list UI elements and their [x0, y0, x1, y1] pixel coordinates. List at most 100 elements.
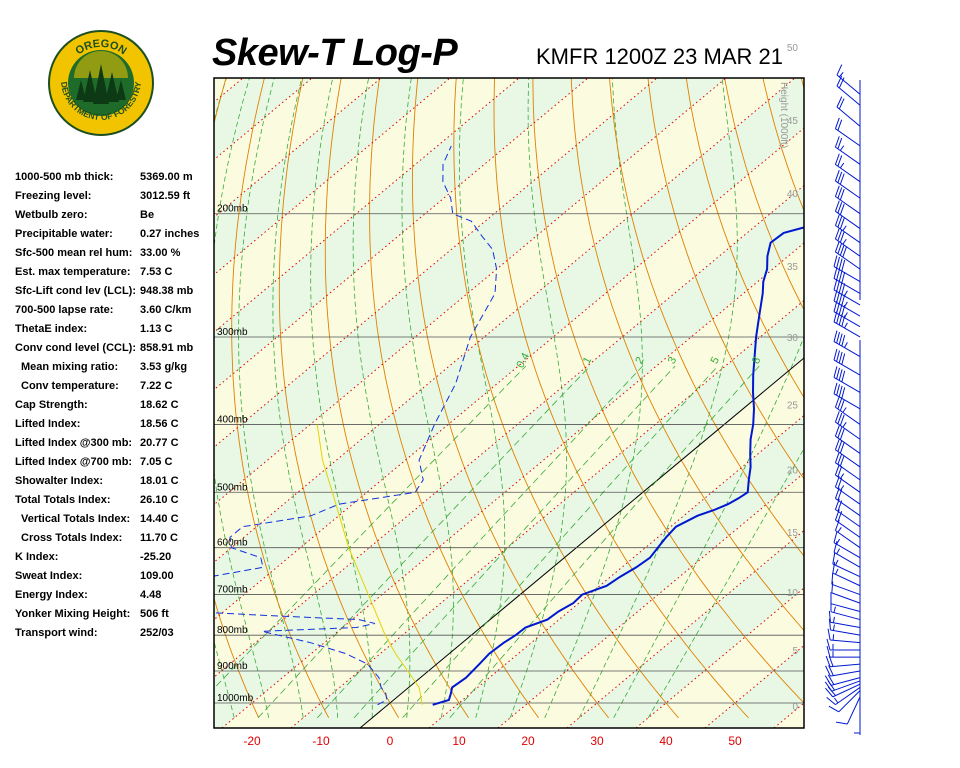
wind-barb-flag	[837, 171, 843, 183]
wind-barb-flag	[841, 370, 846, 383]
moist-adiabat	[310, 78, 373, 718]
wind-barb-flag	[834, 117, 840, 129]
wind-barb	[826, 646, 860, 658]
index-row: Lifted Index @300 mb: 20.77 C	[15, 434, 215, 453]
wind-barb-flag	[839, 203, 845, 215]
x-tick-label: 0	[387, 734, 394, 748]
index-row: Sweat Index: 109.00	[15, 567, 215, 586]
index-label: Vertical Totals Index:	[21, 513, 131, 525]
dry-adiabat	[647, 78, 804, 480]
index-value: 33.00 %	[140, 247, 181, 259]
wind-barb-flag	[828, 618, 831, 630]
wind-barb-shaft	[835, 462, 861, 481]
index-row: Conv temperature: 7.22 C	[15, 377, 215, 396]
index-row: Transport wind: 252/03	[15, 624, 215, 643]
index-value: 3.53 g/kg	[140, 361, 188, 373]
wind-barb-shaft	[835, 251, 861, 270]
isotherm	[214, 78, 796, 563]
wind-barb-flag	[834, 185, 840, 197]
wind-barb	[834, 214, 861, 244]
index-label: Est. max temperature:	[15, 266, 131, 278]
wind-barb-half-flag	[842, 422, 847, 428]
wind-barb	[833, 267, 861, 294]
wind-barb	[831, 581, 861, 604]
dry-adiabat	[324, 78, 469, 719]
wind-barb-flag	[834, 476, 840, 488]
wind-barb-flag	[837, 242, 843, 254]
wind-barb-flag	[839, 189, 845, 201]
index-value: 3.60 C/km	[140, 304, 192, 316]
wind-barb-flag	[836, 256, 841, 269]
wind-barb-flag	[839, 231, 845, 243]
wind-barb-flag	[833, 330, 838, 342]
height-tick-label: 40	[787, 189, 799, 200]
index-value: 252/03	[140, 627, 174, 639]
wind-barb-flag	[838, 281, 843, 294]
wind-barb-flag	[837, 453, 843, 465]
wind-barb-flag	[824, 681, 833, 692]
pressure-label: 1000mb	[217, 693, 254, 704]
wind-barb-flag	[833, 255, 838, 267]
index-value: 14.40 C	[140, 513, 179, 525]
wind-barb-shaft	[835, 210, 861, 229]
isotherm	[214, 78, 451, 276]
height-tick-label: 20	[787, 466, 799, 477]
moist-adiabat	[272, 78, 339, 718]
wind-barb-shaft	[835, 196, 861, 215]
wind-barb	[836, 96, 861, 127]
mixing-ratio-line	[353, 365, 676, 719]
height-tick-label: 50	[787, 43, 799, 54]
isotherm	[214, 78, 589, 391]
wind-barb-shaft	[831, 583, 861, 596]
wind-barb-flag	[839, 455, 845, 467]
wind-barb-flag	[837, 427, 843, 439]
wind-barb	[834, 519, 861, 549]
wind-barb-flag	[825, 687, 834, 698]
index-label: Total Totals Index:	[15, 494, 111, 506]
index-label: Transport wind:	[15, 627, 98, 639]
wind-barb-shaft	[830, 663, 861, 668]
wind-barb-flag	[838, 258, 843, 270]
wind-barb-shaft	[835, 530, 861, 549]
height-tick-label: 5	[792, 646, 798, 657]
index-row: Total Totals Index: 26.10 C	[15, 491, 215, 510]
wind-barb-flag	[836, 64, 843, 76]
wind-barb-flag	[841, 387, 846, 399]
wind-barb-flag	[834, 136, 840, 148]
wind-barb-shaft	[833, 376, 861, 393]
wind-barb-flag	[828, 655, 834, 667]
index-value: 11.70 C	[140, 532, 178, 544]
mixing-ratio-line	[317, 365, 643, 719]
wind-barb-flag	[838, 369, 843, 381]
wind-barb-shaft	[835, 406, 861, 425]
wind-barb	[834, 464, 861, 493]
dry-adiabat	[724, 78, 804, 311]
wind-barb-flag	[836, 96, 843, 108]
wind-barb-flag	[825, 655, 831, 667]
pressure-label: 700mb	[217, 585, 248, 596]
wind-barb-flag	[833, 366, 838, 378]
wind-barb	[834, 136, 861, 165]
wind-barb-flag	[842, 246, 848, 258]
wind-barb-flag	[837, 465, 843, 477]
isotherm-band	[214, 78, 312, 160]
wind-barb-flag	[837, 229, 843, 241]
wind-barb	[832, 552, 861, 578]
height-tick-label: 0	[792, 702, 798, 713]
mixing-ratio-line	[402, 365, 719, 719]
dry-adiabat	[493, 78, 749, 719]
wind-barb-flag	[831, 572, 834, 585]
pressure-label: 600mb	[217, 538, 248, 549]
wind-barb-flag	[834, 464, 840, 476]
wind-barb-flag	[826, 696, 836, 705]
index-value: 18.62 C	[140, 399, 179, 411]
index-row: Sfc-500 mean rel hum: 33.00 %	[15, 244, 215, 263]
wind-barb-shaft	[833, 278, 861, 294]
wind-barb	[834, 451, 861, 481]
isotherm	[214, 127, 804, 621]
wind-barb-shaft	[846, 696, 861, 725]
x-tick-label: 10	[452, 734, 466, 748]
index-row: Wetbulb zero: Be	[15, 206, 215, 225]
wind-barb	[826, 686, 861, 706]
index-row: Sfc-Lift cond lev (LCL): 948.38 mb	[15, 282, 215, 301]
